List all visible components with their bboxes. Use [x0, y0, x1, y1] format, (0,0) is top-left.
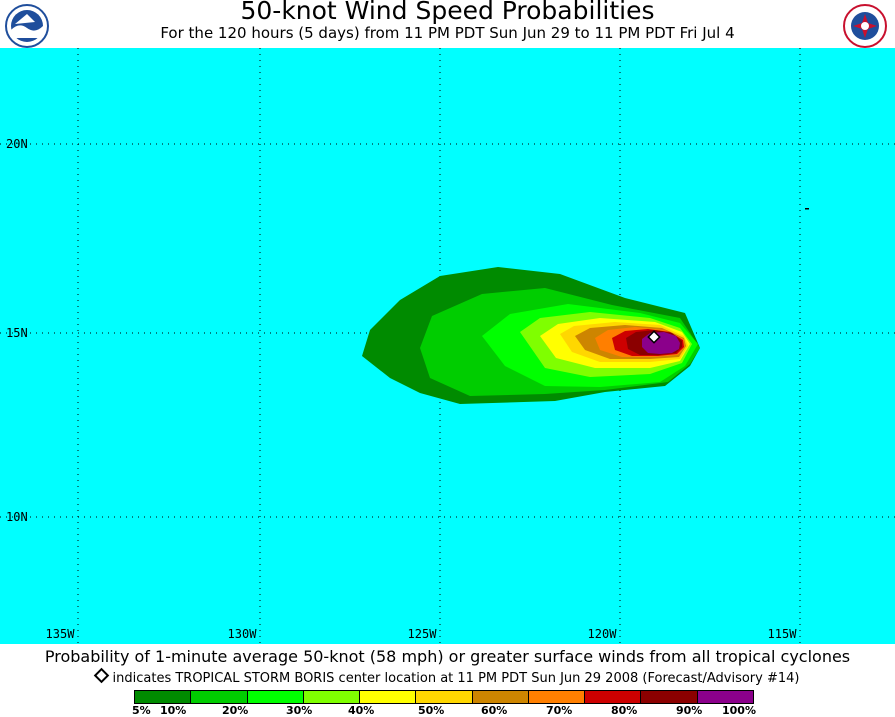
lon-label-135w: 135W	[45, 627, 75, 641]
legend-label-30: 30%	[286, 704, 313, 717]
storm-note-text: indicates TROPICAL STORM BORIS center lo…	[112, 671, 800, 686]
page-subtitle: For the 120 hours (5 days) from 11 PM PD…	[160, 24, 735, 42]
noaa-logo-icon	[5, 4, 49, 48]
lon-label-120w: 120W	[587, 627, 617, 641]
storm-note: indicates TROPICAL STORM BORIS center lo…	[0, 667, 895, 686]
nws-logo-icon	[843, 4, 887, 48]
legend-label-70: 70%	[546, 704, 573, 717]
lat-label-20n: 20N	[6, 137, 28, 151]
legend-bar	[134, 690, 754, 704]
legend-swatch	[641, 691, 698, 703]
legend-swatch	[585, 691, 642, 703]
legend-label-5: 5%	[132, 704, 151, 717]
page-title: 50-knot Wind Speed Probabilities	[240, 0, 655, 25]
legend-label-100: 100%	[722, 704, 756, 717]
legend-swatch	[247, 691, 304, 703]
diamond-icon	[93, 667, 109, 684]
lat-label-10n: 10N	[6, 510, 28, 524]
probability-contours	[362, 267, 700, 404]
lon-label-130w: 130W	[227, 627, 257, 641]
legend-swatch	[472, 691, 529, 703]
map-area	[0, 48, 895, 644]
storm-center-diamond-icon	[647, 330, 661, 344]
lon-label-115w: 115W	[767, 627, 797, 641]
legend-swatch	[528, 691, 586, 703]
probability-map	[0, 48, 895, 644]
legend-label-40: 40%	[348, 704, 375, 717]
legend-swatch	[697, 691, 753, 703]
lon-label-125w: 125W	[407, 627, 437, 641]
legend-label-80: 80%	[611, 704, 638, 717]
legend-label-90: 90%	[676, 704, 703, 717]
legend-swatch	[135, 691, 192, 703]
lat-label-15n: 15N	[6, 326, 28, 340]
small-island-mark	[805, 208, 809, 210]
legend-swatch	[303, 691, 361, 703]
footer: Probability of 1-minute average 50-knot …	[0, 644, 895, 717]
legend-label-60: 60%	[481, 704, 508, 717]
legend-swatch	[191, 691, 248, 703]
legend-swatch	[416, 691, 473, 703]
map-caption: Probability of 1-minute average 50-knot …	[44, 647, 851, 666]
legend-label-20: 20%	[222, 704, 249, 717]
header: 50-knot Wind Speed Probabilities For the…	[0, 0, 895, 48]
legend-label-10: 10%	[160, 704, 187, 717]
legend-swatch	[360, 691, 417, 703]
legend-label-50: 50%	[418, 704, 445, 717]
